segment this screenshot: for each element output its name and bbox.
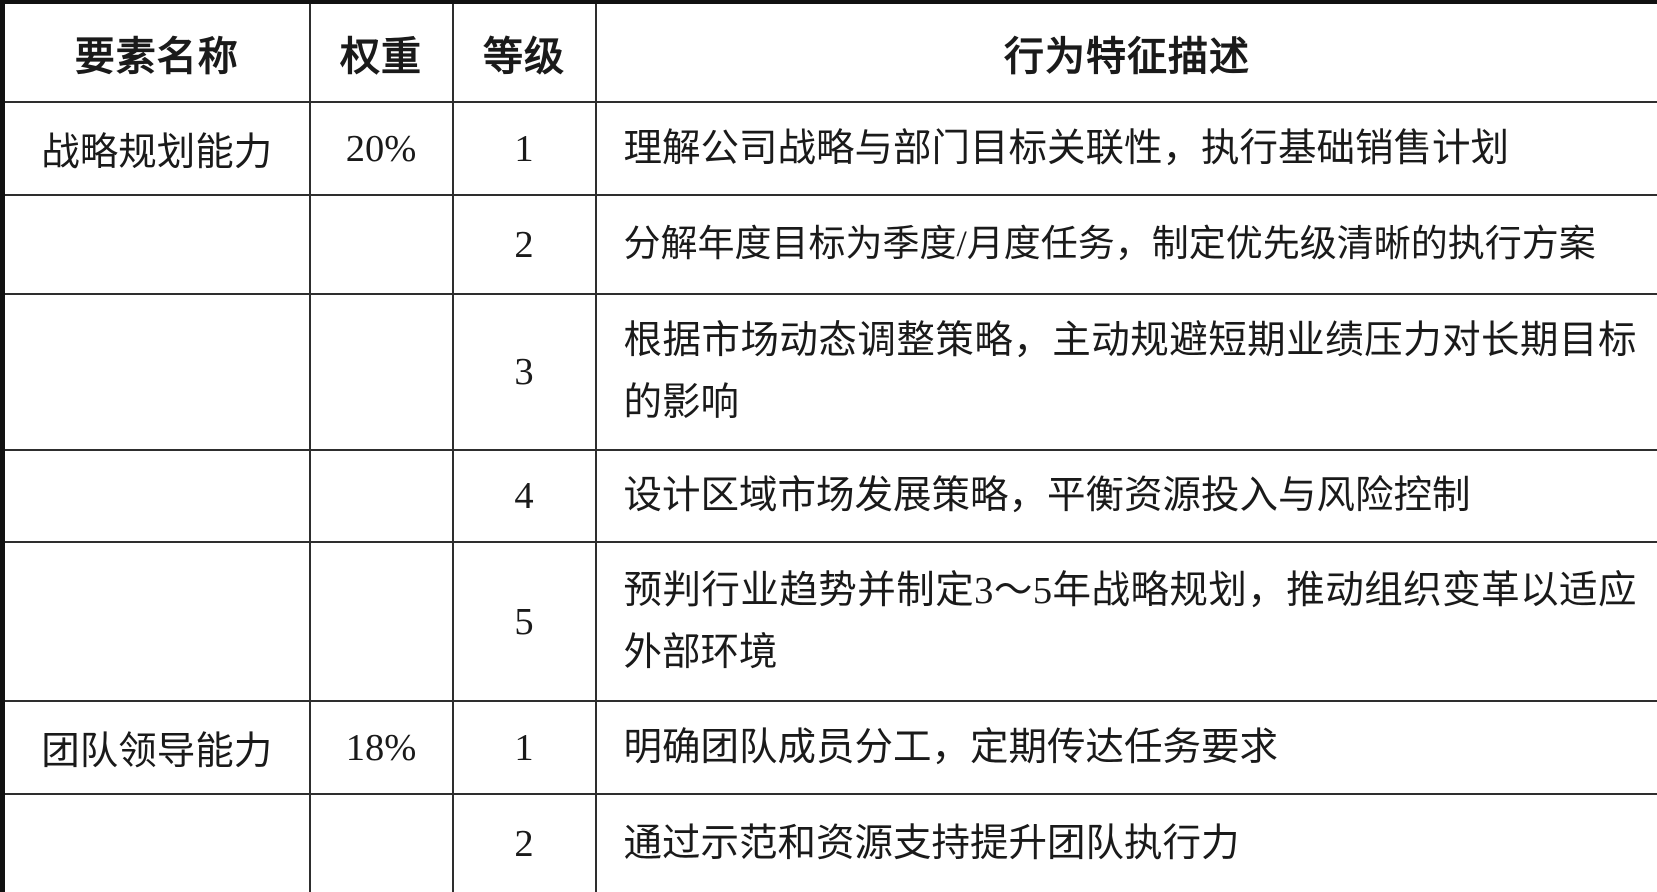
table-row: 5 预判行业趋势并制定3～5年战略规划，推动组织变革以适应外部环境 [0,541,1657,702]
weight-cell [308,293,454,451]
element-cell [0,194,311,295]
table-row: 2 通过示范和资源支持提升团队执行力 [0,793,1657,892]
col-header-level: 等级 [451,0,597,103]
col-header-element-name: 要素名称 [0,0,311,103]
level-cell: 2 [451,194,597,295]
weight-cell [308,793,454,892]
level-cell: 2 [451,793,597,892]
description-cell: 通过示范和资源支持提升团队执行力 [594,793,1657,892]
col-header-weight: 权重 [308,0,454,103]
weight-cell [308,449,454,543]
weight-cell: 20% [308,101,454,196]
description-cell: 理解公司战略与部门目标关联性，执行基础销售计划 [594,101,1657,196]
element-cell: 团队领导能力 [0,700,311,795]
table-row: 战略规划能力 20% 1 理解公司战略与部门目标关联性，执行基础销售计划 [0,101,1657,196]
header-row: 要素名称 权重 等级 行为特征描述 [0,0,1657,103]
description-cell: 根据市场动态调整策略，主动规避短期业绩压力对长期目标的影响 [594,293,1657,451]
element-cell [0,293,311,451]
description-cell: 分解年度目标为季度/月度任务，制定优先级清晰的执行方案 [594,194,1657,295]
weight-cell [308,194,454,295]
level-cell: 1 [451,700,597,795]
level-cell: 3 [451,293,597,451]
table-row: 3 根据市场动态调整策略，主动规避短期业绩压力对长期目标的影响 [0,293,1657,451]
level-cell: 1 [451,101,597,196]
element-cell [0,793,311,892]
table-row: 2 分解年度目标为季度/月度任务，制定优先级清晰的执行方案 [0,194,1657,295]
level-cell: 4 [451,449,597,543]
element-cell [0,449,311,543]
description-cell: 设计区域市场发展策略，平衡资源投入与风险控制 [594,449,1657,543]
element-cell: 战略规划能力 [0,101,311,196]
weight-cell: 18% [308,700,454,795]
level-cell: 5 [451,541,597,702]
description-cell: 预判行业趋势并制定3～5年战略规划，推动组织变革以适应外部环境 [594,541,1657,702]
table-row: 团队领导能力 18% 1 明确团队成员分工，定期传达任务要求 [0,700,1657,795]
element-cell [0,541,311,702]
description-cell: 明确团队成员分工，定期传达任务要求 [594,700,1657,795]
table-row: 4 设计区域市场发展策略，平衡资源投入与风险控制 [0,449,1657,543]
col-header-behavior-description: 行为特征描述 [594,0,1657,103]
weight-cell [308,541,454,702]
